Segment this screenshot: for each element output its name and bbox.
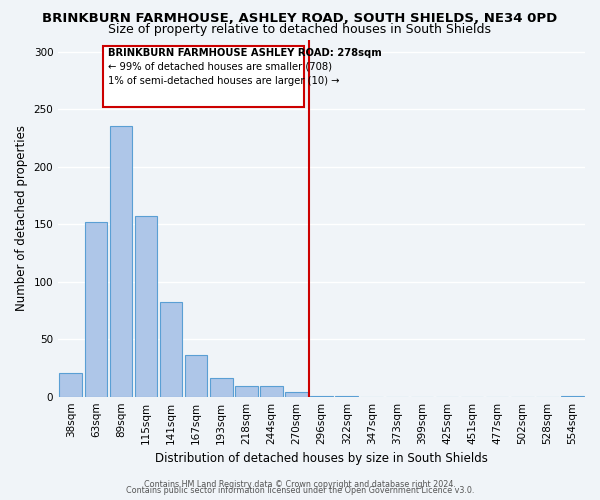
Text: 1% of semi-detached houses are larger (10) →: 1% of semi-detached houses are larger (1… [109, 76, 340, 86]
X-axis label: Distribution of detached houses by size in South Shields: Distribution of detached houses by size … [155, 452, 488, 465]
Bar [260, 386, 283, 396]
Text: ← 99% of detached houses are smaller (708): ← 99% of detached houses are smaller (70… [109, 62, 332, 72]
Text: BRINKBURN FARMHOUSE ASHLEY ROAD: 278sqm: BRINKBURN FARMHOUSE ASHLEY ROAD: 278sqm [109, 48, 382, 58]
Bar [85, 222, 107, 396]
FancyBboxPatch shape [103, 46, 304, 106]
Bar [110, 126, 132, 396]
Text: Contains HM Land Registry data © Crown copyright and database right 2024.: Contains HM Land Registry data © Crown c… [144, 480, 456, 489]
Bar [185, 356, 208, 397]
Bar [134, 216, 157, 396]
Bar [235, 386, 257, 396]
Text: Contains public sector information licensed under the Open Government Licence v3: Contains public sector information licen… [126, 486, 474, 495]
Text: Size of property relative to detached houses in South Shields: Size of property relative to detached ho… [109, 22, 491, 36]
Bar [160, 302, 182, 396]
Bar [210, 378, 233, 396]
Text: BRINKBURN FARMHOUSE, ASHLEY ROAD, SOUTH SHIELDS, NE34 0PD: BRINKBURN FARMHOUSE, ASHLEY ROAD, SOUTH … [43, 12, 557, 26]
Bar [59, 372, 82, 396]
Bar [285, 392, 308, 396]
Y-axis label: Number of detached properties: Number of detached properties [15, 126, 28, 312]
